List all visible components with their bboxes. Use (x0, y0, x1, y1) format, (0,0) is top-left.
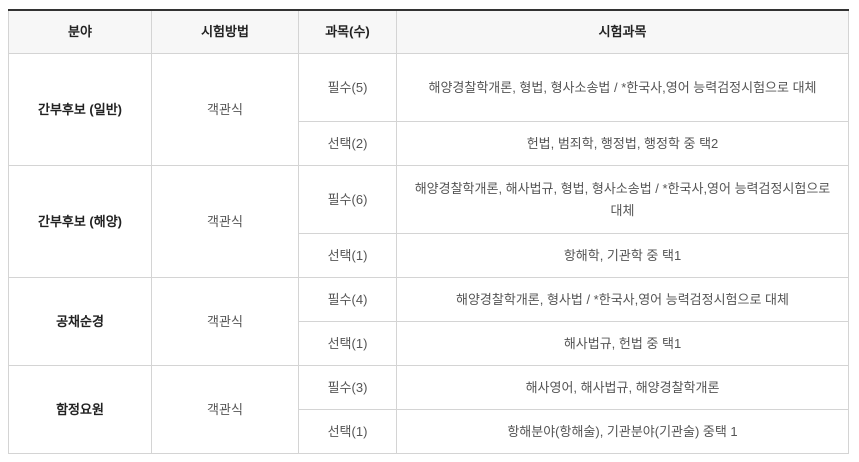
subject-count-cell: 선택(1) (298, 409, 397, 454)
subjects-cell: 항해분야(항해술), 기관분야(기관술) 중택 1 (396, 409, 849, 454)
table-row: 선택(2) 헌법, 범죄학, 행정법, 행정학 중 택2 (9, 121, 849, 166)
field-cell: 함정요원 (8, 365, 152, 454)
field-cell: 간부후보 (해양) (8, 165, 152, 278)
table-row: 선택(1) 항해분야(항해술), 기관분야(기관술) 중택 1 (9, 409, 849, 454)
table-row: 간부후보 (해양) 객관식 필수(6) 해양경찰학개론, 해사법규, 형법, 형… (8, 165, 849, 278)
table-row: 선택(1) 해사법규, 헌법 중 택1 (9, 321, 849, 366)
method-cell: 객관식 (151, 53, 299, 166)
subject-count-cell: 필수(3) (298, 365, 397, 410)
header-subject-count: 과목(수) (298, 9, 397, 54)
exam-subjects-table: 분야 시험방법 과목(수) 시험과목 간부후보 (일반) 객관식 필수(5) 해… (8, 9, 849, 454)
subjects-cell: 해양경찰학개론, 형사법 / *한국사,영어 능력검정시험으로 대체 (396, 277, 849, 322)
subject-count-cell: 필수(4) (298, 277, 397, 322)
table-row: 간부후보 (일반) 객관식 필수(5) 해양경찰학개론, 형법, 형사소송법 /… (8, 53, 849, 166)
header-field: 분야 (8, 9, 152, 54)
subject-count-cell: 선택(2) (298, 121, 397, 166)
subject-count-cell: 필수(5) (298, 53, 397, 122)
table-row: 공채순경 객관식 필수(4) 해양경찰학개론, 형사법 / *한국사,영어 능력… (8, 277, 849, 366)
subject-count-cell: 선택(1) (298, 233, 397, 278)
field-cell: 간부후보 (일반) (8, 53, 152, 166)
field-cell: 공채순경 (8, 277, 152, 366)
method-cell: 객관식 (151, 277, 299, 366)
method-cell: 객관식 (151, 365, 299, 454)
table-row: 선택(1) 항해학, 기관학 중 택1 (9, 233, 849, 278)
header-row: 분야 시험방법 과목(수) 시험과목 (8, 9, 849, 54)
table-row: 함정요원 객관식 필수(3) 해사영어, 해사법규, 해양경찰학개론 (8, 365, 849, 454)
subjects-cell: 헌법, 범죄학, 행정법, 행정학 중 택2 (396, 121, 849, 166)
subjects-cell: 해사영어, 해사법규, 해양경찰학개론 (396, 365, 849, 410)
subjects-cell: 항해학, 기관학 중 택1 (396, 233, 849, 278)
subjects-cell: 해양경찰학개론, 해사법규, 형법, 형사소송법 / *한국사,영어 능력검정시… (396, 165, 849, 234)
subject-count-cell: 필수(6) (298, 165, 397, 234)
method-cell: 객관식 (151, 165, 299, 278)
header-method: 시험방법 (151, 9, 299, 54)
subject-count-cell: 선택(1) (298, 321, 397, 366)
subjects-cell: 해사법규, 헌법 중 택1 (396, 321, 849, 366)
subjects-cell: 해양경찰학개론, 형법, 형사소송법 / *한국사,영어 능력검정시험으로 대체 (396, 53, 849, 122)
header-subjects: 시험과목 (396, 9, 849, 54)
